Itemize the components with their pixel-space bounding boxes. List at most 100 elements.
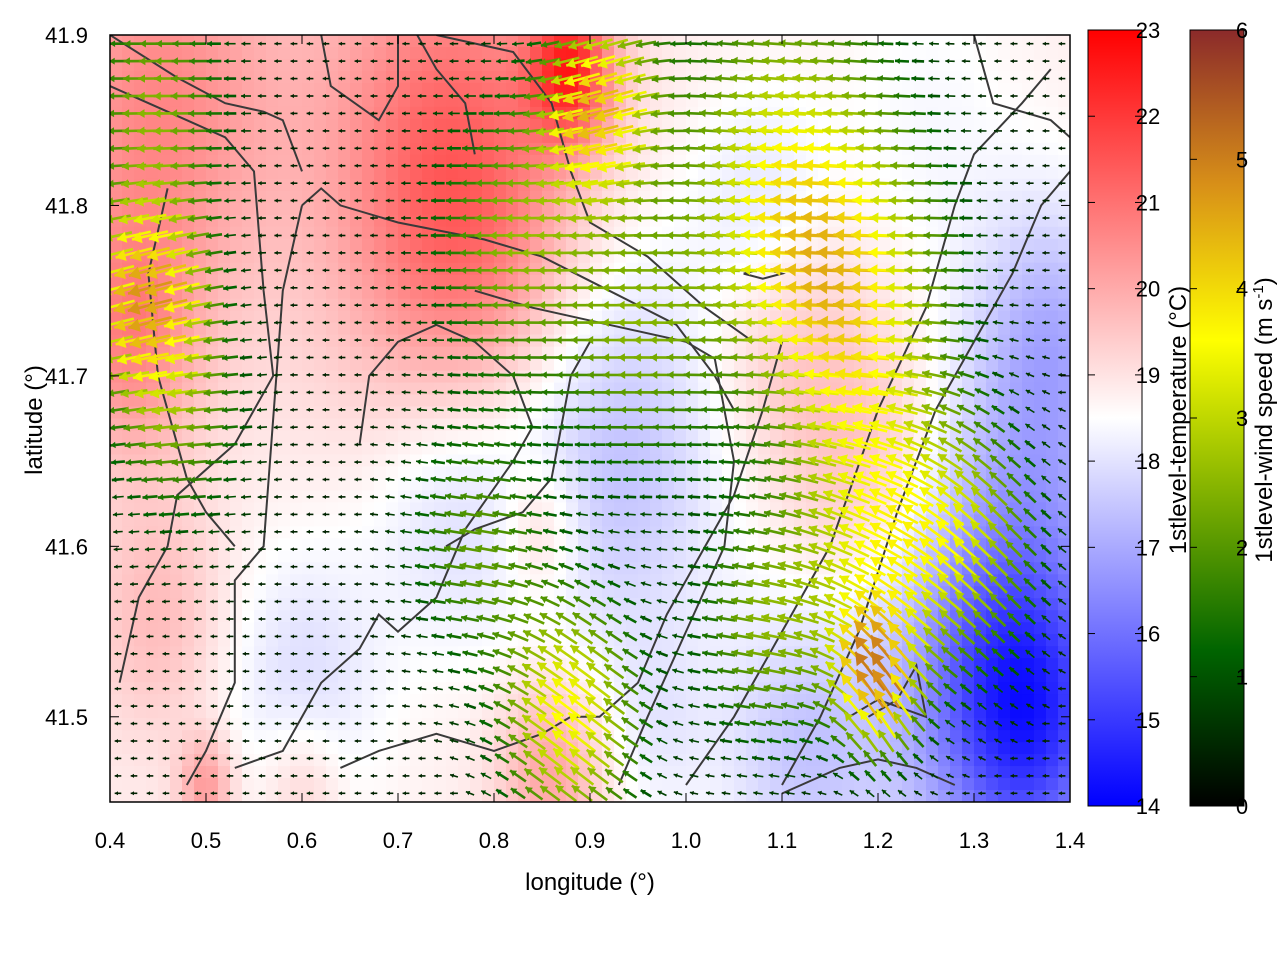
heatmap-cell: [230, 178, 243, 192]
heatmap-cell: [314, 454, 327, 468]
heatmap-cell: [338, 610, 351, 623]
heatmap-cell: [278, 370, 291, 384]
heatmap-cell: [338, 358, 351, 372]
heatmap-cell: [1034, 58, 1047, 72]
heatmap-cell: [494, 418, 507, 432]
heatmap-cell: [302, 118, 315, 132]
heatmap-cell: [254, 742, 267, 755]
heatmap-cell: [1058, 694, 1070, 707]
heatmap-cell: [158, 610, 171, 623]
heatmap-cell: [374, 142, 387, 156]
heatmap-cell: [602, 526, 615, 539]
heatmap-cell: [314, 214, 327, 228]
heatmap-cell: [758, 358, 771, 372]
heatmap-cell: [1022, 130, 1035, 144]
heatmap-cell: [326, 58, 339, 72]
heatmap-cell: [386, 610, 399, 623]
heatmap-cell: [446, 370, 459, 384]
heatmap-cell: [626, 550, 639, 563]
heatmap-cell: [398, 178, 411, 192]
heatmap-cell: [350, 82, 363, 96]
heatmap-cell: [314, 70, 327, 84]
heatmap-cell: [338, 130, 351, 144]
heatmap-cell: [278, 586, 291, 599]
heatmap-cell: [614, 502, 627, 515]
heatmap-cell: [458, 166, 471, 180]
heatmap-cell: [938, 358, 951, 372]
heatmap-cell: [722, 358, 735, 372]
heatmap-cell: [386, 130, 399, 144]
heatmap-cell: [902, 94, 915, 108]
heatmap-cell: [914, 226, 927, 240]
heatmap-cell: [398, 550, 411, 563]
heatmap-cell: [494, 82, 507, 96]
heatmap-cell: [422, 754, 435, 767]
heatmap-cell: [986, 706, 999, 719]
heatmap-cell: [662, 550, 675, 563]
heatmap-cell: [710, 166, 723, 180]
heatmap-cell: [902, 130, 915, 144]
heatmap-cell: [1010, 166, 1023, 180]
heatmap-cell: [278, 406, 291, 420]
heatmap-cell: [194, 178, 207, 192]
heatmap-cell: [686, 166, 699, 180]
heatmap-cell: [734, 550, 747, 563]
heatmap-cell: [326, 82, 339, 96]
heatmap-cell: [242, 622, 255, 635]
heatmap-cell: [494, 94, 507, 108]
heatmap-cell: [374, 202, 387, 216]
heatmap-cell: [686, 35, 699, 48]
heatmap-cell: [1046, 754, 1059, 767]
heatmap-cell: [1034, 46, 1047, 60]
heatmap-cell: [482, 358, 495, 372]
heatmap-cell: [782, 358, 795, 372]
heatmap-cell: [470, 358, 483, 372]
heatmap-cell: [1010, 274, 1023, 288]
heatmap-cell: [1010, 35, 1023, 48]
heatmap-cell: [650, 550, 663, 563]
heatmap-cell: [194, 202, 207, 216]
heatmap-cell: [254, 466, 267, 480]
heatmap-cell: [338, 718, 351, 731]
heatmap-cell: [242, 718, 255, 731]
heatmap-cell: [134, 646, 147, 659]
heatmap-cell: [698, 394, 711, 408]
heatmap-cell: [422, 202, 435, 216]
heatmap-cell: [326, 646, 339, 659]
heatmap-cell: [302, 514, 315, 527]
heatmap-cell: [134, 466, 147, 480]
heatmap-cell: [302, 35, 315, 48]
heatmap-cell: [218, 46, 231, 60]
heatmap-cell: [446, 118, 459, 132]
heatmap-cell: [950, 166, 963, 180]
heatmap-cell: [446, 178, 459, 192]
heatmap-cell: [254, 694, 267, 707]
heatmap-cell: [278, 106, 291, 120]
heatmap-cell: [566, 46, 579, 60]
heatmap-cell: [134, 562, 147, 575]
heatmap-cell: [398, 466, 411, 480]
heatmap-cell: [218, 238, 231, 252]
heatmap-cell: [410, 754, 423, 767]
heatmap-cell: [578, 394, 591, 408]
heatmap-cell: [302, 586, 315, 599]
heatmap-cell: [326, 478, 339, 491]
heatmap-cell: [674, 742, 687, 755]
heatmap-cell: [110, 778, 123, 791]
heatmap-cell: [722, 35, 735, 48]
heatmap-cell: [314, 226, 327, 240]
heatmap-cell: [230, 154, 243, 168]
heatmap-cell: [302, 358, 315, 372]
heatmap-cell: [374, 382, 387, 396]
heatmap-cell: [1010, 238, 1023, 252]
heatmap-cell: [146, 742, 159, 755]
heatmap-cell: [542, 370, 555, 384]
heatmap-cell: [338, 430, 351, 444]
heatmap-cell: [626, 202, 639, 216]
heatmap-cell: [278, 754, 291, 767]
heatmap-cell: [338, 394, 351, 408]
heatmap-cell: [1034, 238, 1047, 252]
heatmap-cell: [158, 706, 171, 719]
heatmap-cell: [278, 706, 291, 719]
heatmap-cell: [242, 358, 255, 372]
